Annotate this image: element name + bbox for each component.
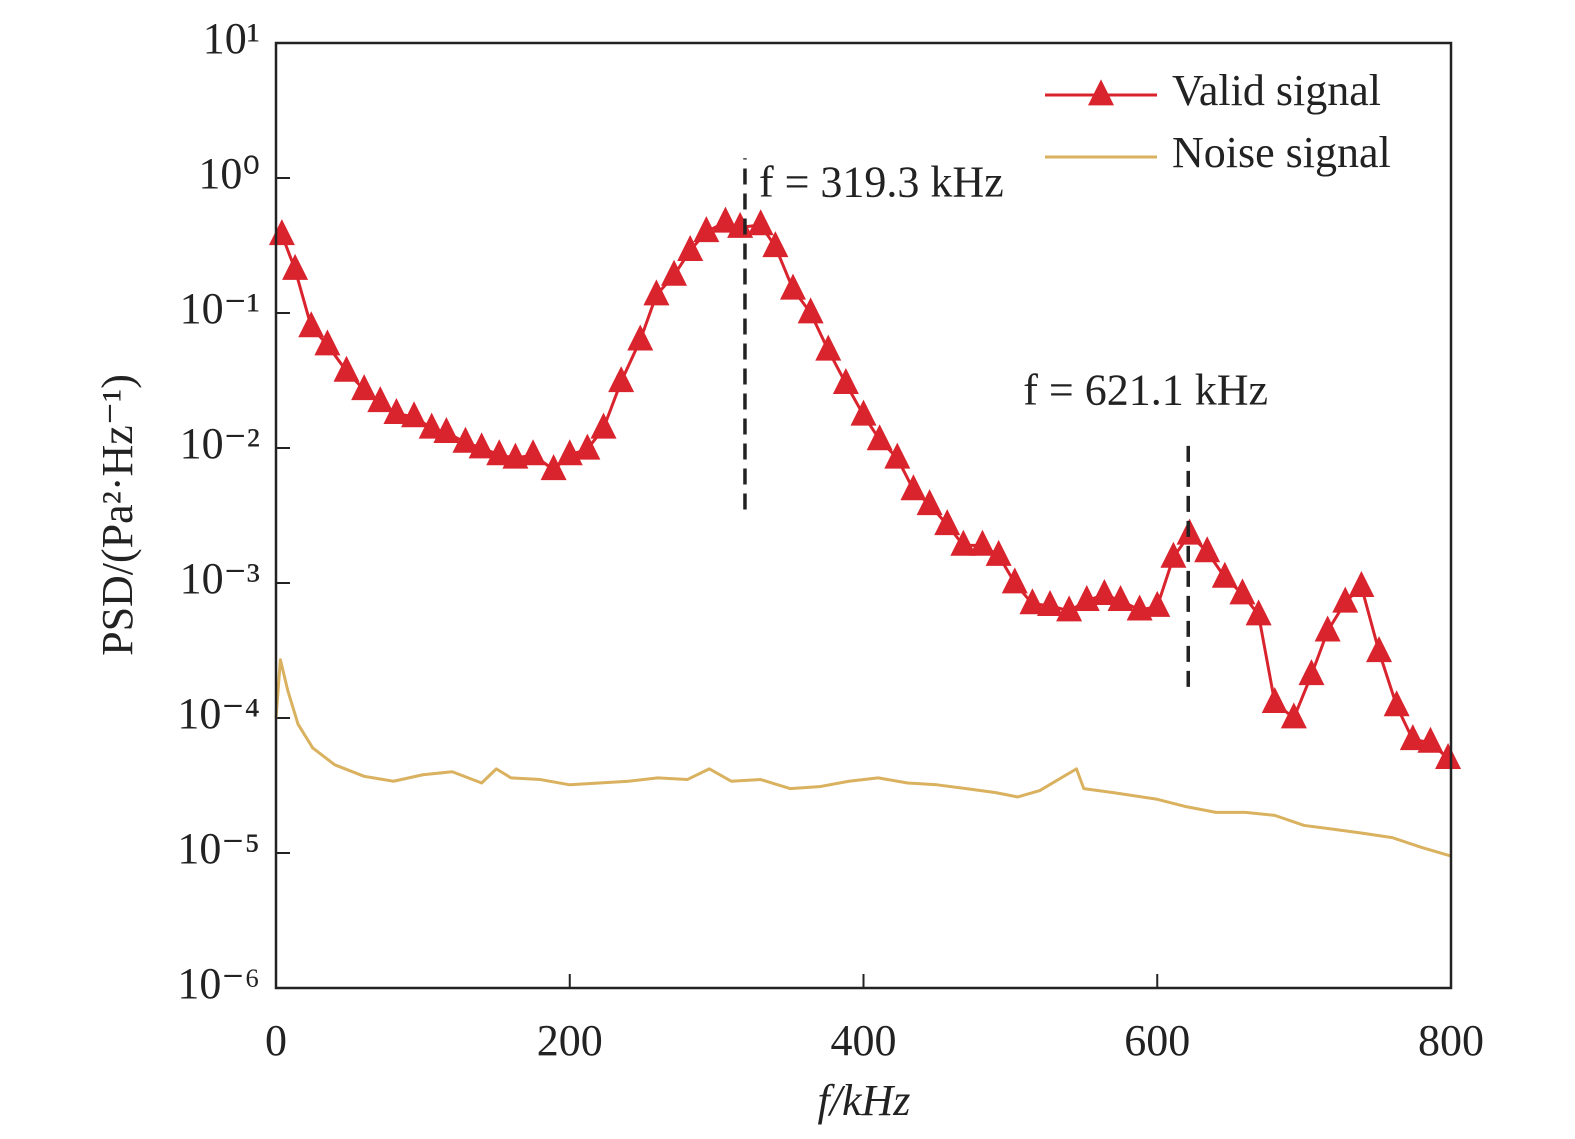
marker <box>1107 585 1134 612</box>
y-tick-label: 10⁻⁵ <box>177 824 260 873</box>
marker <box>1435 743 1462 770</box>
marker <box>850 399 877 426</box>
y-tick-label: 10⁻⁴ <box>177 689 260 738</box>
y-tick-label: 10⁻⁶ <box>177 959 260 1008</box>
marker <box>797 297 824 324</box>
marker <box>677 234 704 261</box>
annotation: f = 621.1 kHz <box>1023 366 1268 415</box>
marker <box>1348 571 1375 598</box>
marker <box>916 489 943 516</box>
marker <box>1314 615 1341 642</box>
marker <box>1383 690 1410 717</box>
marker <box>1019 588 1046 615</box>
y-tick-label: 10⁰ <box>198 149 260 198</box>
y-tick-label: 10⁻¹ <box>180 284 260 333</box>
marker <box>1399 724 1426 751</box>
marker <box>1298 659 1325 686</box>
marker <box>333 355 360 382</box>
marker <box>884 442 911 469</box>
marker <box>540 454 567 481</box>
marker <box>866 424 893 451</box>
marker <box>418 412 445 439</box>
marker <box>762 231 789 258</box>
marker <box>985 539 1012 566</box>
marker <box>712 206 739 233</box>
marker <box>643 279 670 306</box>
marker <box>661 259 688 286</box>
marker <box>1417 726 1444 753</box>
marker <box>590 412 617 439</box>
y-tick-label: 10⁻² <box>180 419 260 468</box>
legend-label: Noise signal <box>1172 128 1391 177</box>
marker <box>383 397 410 424</box>
x-tick-label: 200 <box>537 1016 603 1065</box>
marker <box>1001 567 1028 594</box>
marker <box>1261 687 1288 714</box>
marker <box>747 209 774 236</box>
marker <box>1280 702 1307 729</box>
marker <box>969 529 996 556</box>
marker <box>1037 590 1064 617</box>
x-axis-label: f/kHz <box>818 1076 911 1125</box>
marker <box>950 529 977 556</box>
marker <box>1229 578 1256 605</box>
marker <box>780 273 806 300</box>
marker <box>608 366 635 393</box>
y-axis-label: PSD/(Pa²·Hz⁻¹) <box>93 374 142 656</box>
marker <box>815 334 842 361</box>
x-tick-label: 400 <box>831 1016 897 1065</box>
legend-label: Valid signal <box>1172 66 1381 115</box>
marker <box>900 474 927 501</box>
marker <box>832 367 859 394</box>
marker <box>627 324 654 351</box>
plot-frame <box>274 41 1453 990</box>
marker <box>401 401 428 428</box>
marker <box>1160 541 1187 568</box>
marker <box>1366 636 1393 663</box>
marker <box>574 433 601 460</box>
x-tick-label: 800 <box>1418 1016 1484 1065</box>
x-tick-label: 600 <box>1124 1016 1190 1065</box>
marker <box>268 219 295 246</box>
marker <box>452 426 479 453</box>
x-tick-label: 0 <box>265 1016 287 1065</box>
marker <box>486 439 513 466</box>
marker <box>1144 590 1171 617</box>
marker <box>298 311 325 338</box>
data-line <box>274 658 1452 858</box>
data-line <box>280 220 1450 760</box>
marker <box>1091 579 1118 606</box>
marker <box>468 432 495 459</box>
marker <box>520 439 547 466</box>
marker <box>1211 561 1238 588</box>
marker <box>1245 599 1272 626</box>
marker <box>433 417 460 444</box>
marker <box>693 216 720 243</box>
marker <box>1056 595 1083 622</box>
y-tick-label: 10¹ <box>203 14 260 63</box>
marker <box>934 509 961 536</box>
y-tick-label: 10⁻³ <box>180 554 260 603</box>
annotation: f = 319.3 kHz <box>759 157 1004 206</box>
legend-marker <box>1088 79 1114 106</box>
marker <box>1332 586 1359 613</box>
marker <box>282 253 309 280</box>
marker <box>314 329 341 356</box>
marker <box>367 386 394 413</box>
marker <box>1194 536 1221 563</box>
marker <box>351 374 378 401</box>
